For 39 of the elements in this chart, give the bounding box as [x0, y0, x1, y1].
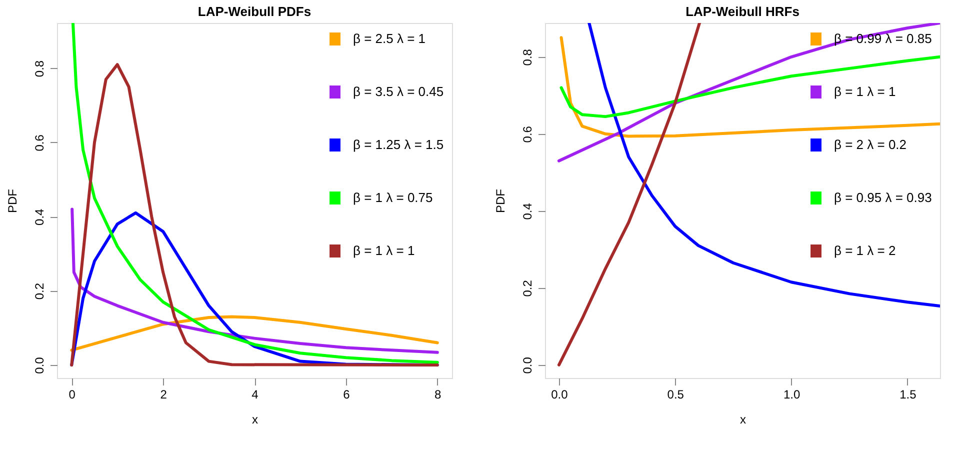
x-axis-title: x — [252, 412, 258, 426]
x-tick-label: 1.5 — [900, 388, 917, 402]
line-series — [557, 23, 940, 162]
x-tick-label: 0.0 — [551, 388, 568, 402]
y-tick-label: 0.4 — [520, 202, 534, 220]
x-tick-label: 0.5 — [667, 388, 684, 402]
line-series — [588, 23, 940, 308]
legend-label: β = 1 λ = 1 — [353, 243, 415, 258]
x-tick-label: 0 — [68, 388, 76, 402]
x-tick-label: 1.0 — [783, 388, 800, 402]
line-series — [70, 315, 439, 352]
legend-label: β = 2.5 λ = 1 — [353, 31, 426, 46]
y-tick-label: 0.0 — [520, 356, 534, 374]
y-tick-label: 0.6 — [32, 134, 46, 152]
x-tick-label: 6 — [343, 388, 350, 402]
y-tick-label: 0.0 — [32, 356, 46, 374]
legend-label: β = 1 λ = 1 — [834, 84, 896, 99]
y-tick-label: 0.8 — [520, 48, 534, 66]
x-tick-label: 8 — [434, 388, 442, 402]
legend-label: β = 1 λ = 2 — [834, 243, 896, 258]
line-series — [557, 23, 702, 366]
chart-title: LAP-Weibull HRFs — [686, 4, 800, 19]
legend-label: β = 1.25 λ = 1.5 — [353, 137, 444, 152]
y-tick-label: 0.2 — [32, 282, 46, 300]
chart-title: LAP-Weibull PDFs — [198, 4, 312, 19]
y-tick-label: 0.6 — [520, 126, 534, 143]
x-tick-label: 4 — [252, 388, 259, 402]
x-tick-label: 2 — [160, 388, 168, 402]
y-tick-label: 0.4 — [32, 208, 46, 226]
legend-label: β = 1 λ = 0.75 — [353, 190, 433, 205]
y-axis-title: PDF — [6, 189, 20, 213]
y-tick-label: 0.8 — [32, 60, 46, 78]
line-series — [560, 55, 940, 118]
y-axis-title: PDF — [494, 189, 508, 213]
legend-label: β = 0.95 λ = 0.93 — [834, 190, 932, 205]
y-tick-label: 0.2 — [520, 280, 534, 297]
legend-label: β = 2 λ = 0.2 — [834, 137, 907, 152]
x-axis-title: x — [740, 412, 746, 426]
legend-label: β = 3.5 λ = 0.45 — [353, 84, 444, 99]
